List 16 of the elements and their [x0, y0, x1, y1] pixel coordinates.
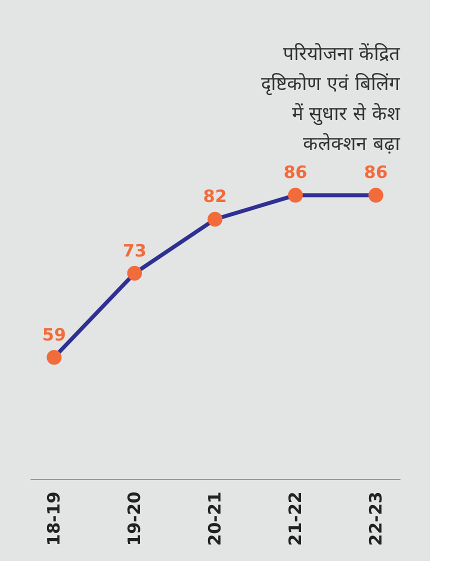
point [368, 188, 384, 203]
x-tick-label: 19-20 [125, 491, 146, 546]
x-tick-label: 20-21 [206, 492, 226, 546]
data-label: 59 [42, 325, 66, 346]
chart-title: परियोजना केंद्रित दृष्टिकोण एवं बिलिंग में सुधार से केश कलेक्शन बढ़ा [260, 42, 401, 156]
point [208, 212, 222, 227]
data-label: 82 [203, 187, 227, 208]
data-label: 86 [364, 163, 388, 184]
point [46, 350, 62, 365]
data-label: 86 [284, 163, 308, 184]
point [288, 188, 303, 203]
x-tick-label: 18-19 [44, 492, 65, 546]
data-label: 73 [122, 241, 146, 262]
point [127, 266, 142, 281]
x-tick-label: 22-23 [366, 492, 386, 546]
x-tick-label: 21-22 [286, 492, 306, 546]
